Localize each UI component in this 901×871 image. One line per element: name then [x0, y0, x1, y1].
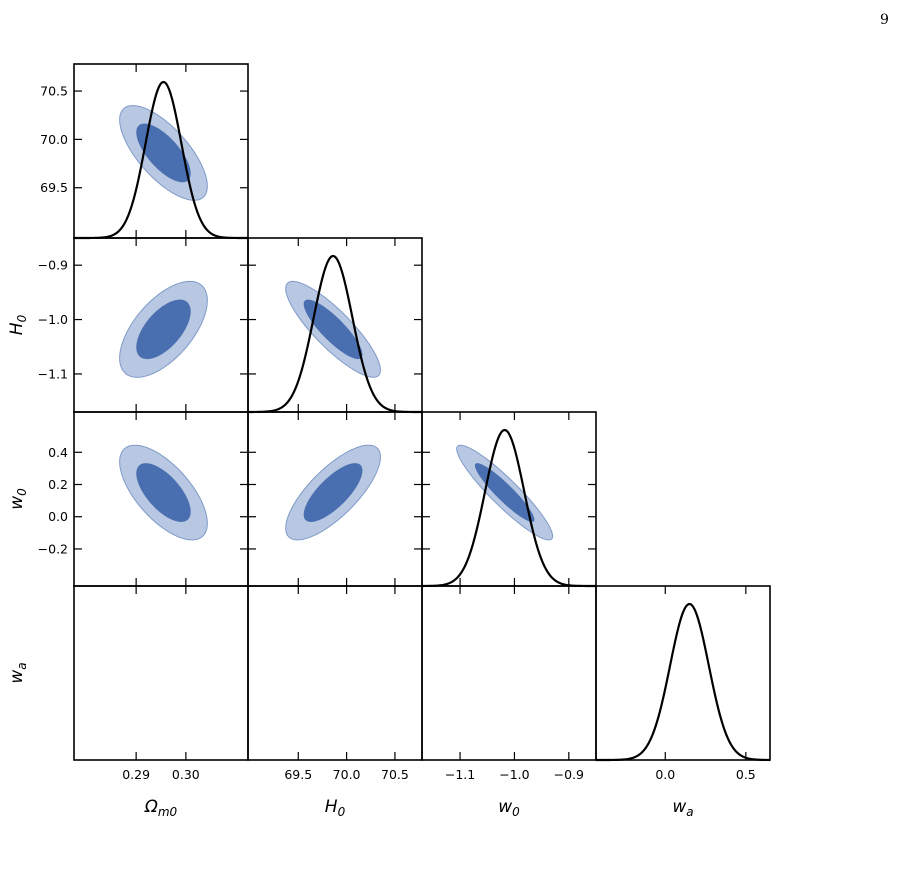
panel-frame-w0-wa: [421, 585, 597, 761]
x-tick-label-wa: 0.5: [736, 767, 756, 782]
y-axis-label-w0: w0: [7, 488, 29, 510]
contour-68-Om-wa: [136, 463, 191, 522]
contour-68-w0-wa: [474, 463, 535, 522]
x-tick-label-Om: 0.30: [172, 767, 200, 782]
x-tick-label-H0: 70.0: [333, 767, 361, 782]
marginal-curve-H0: [248, 254, 422, 414]
contour-68-Om-H0: [136, 123, 191, 183]
panel-frame-Om-wa: [73, 585, 249, 761]
x-tick-label-w0: −0.9: [554, 767, 584, 782]
x-axis-label-H0: H0: [325, 797, 346, 819]
y-tick-label-w0: −0.9: [38, 258, 68, 273]
y-tick-label-wa: 0.4: [48, 445, 68, 460]
x-tick-label-wa: 0.0: [655, 767, 675, 782]
panel-frame-layer: [73, 63, 771, 761]
contour-68-H0-w0: [303, 299, 363, 360]
contour-layer: [119, 105, 554, 541]
label-layer: 0.29 0.30 Ωm0 69.5 70.0 70.5 H0 −1.1 −1.0 −0.9 w0 0…: [7, 84, 756, 819]
y-axis-label-H0: H0: [7, 314, 29, 335]
y-tick-label-w0: −1.1: [38, 366, 68, 381]
marginal-curve-w0: [421, 428, 596, 588]
y-tick-label-H0: 70.0: [40, 132, 68, 147]
x-tick-label-H0: 69.5: [284, 767, 312, 782]
y-tick-label-wa: 0.2: [48, 477, 68, 492]
panel-frame-H0-wa: [247, 585, 423, 761]
y-axis-label-wa: wa: [7, 662, 29, 683]
x-tick-label-H0: 70.5: [381, 767, 409, 782]
x-axis-label-w0: w0: [498, 797, 520, 819]
x-axis-label-Om: Ωm0: [144, 797, 178, 819]
marginal-curve-wa: [596, 602, 770, 762]
y-tick-label-H0: 70.5: [40, 84, 68, 99]
contour-68-H0-wa: [303, 463, 363, 522]
tick-layer: [74, 64, 747, 760]
x-axis-label-wa: wa: [672, 797, 693, 819]
page-number: 9: [880, 12, 889, 28]
panel-frame-wa-wa: [595, 585, 771, 761]
contour-68-Om-w0: [136, 299, 191, 360]
x-tick-label-w0: −1.1: [445, 767, 475, 782]
y-tick-label-wa: −0.2: [38, 541, 68, 556]
y-tick-label-w0: −1.0: [38, 312, 68, 327]
y-tick-label-wa: 0.0: [48, 509, 68, 524]
x-tick-label-Om: 0.29: [122, 767, 150, 782]
y-tick-label-H0: 69.5: [40, 180, 68, 195]
x-tick-label-w0: −1.0: [499, 767, 529, 782]
